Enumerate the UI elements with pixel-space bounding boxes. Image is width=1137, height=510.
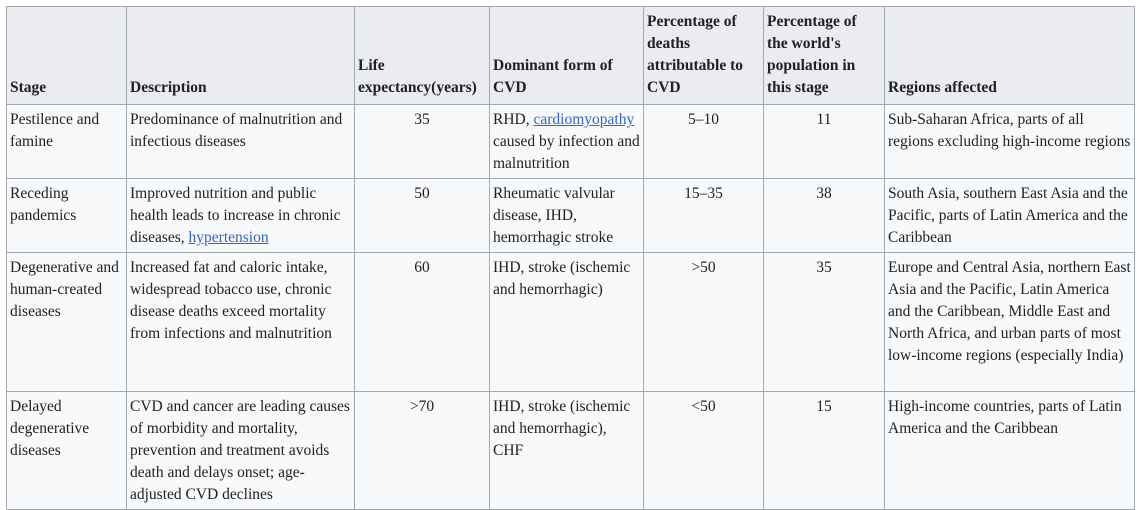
table-row: Pestilence and famine Predominance of ma… [6, 104, 1135, 179]
cell-pct-deaths: <50 [643, 391, 764, 510]
cell-life-expectancy: >70 [354, 391, 490, 510]
header-stage: Stage [6, 6, 127, 105]
cell-life-expectancy: 35 [354, 104, 490, 179]
cell-dominant-form: IHD, stroke (ischemic and hemorrhagic), … [489, 391, 644, 510]
hypertension-link[interactable]: hypertension [188, 229, 269, 246]
cell-pct-deaths: 15–35 [643, 178, 764, 253]
cvd-stages-table: Stage Description Life expectancy(years)… [6, 6, 1135, 510]
header-pct-population: Percentage of the world's population in … [763, 6, 885, 105]
cell-pct-population: 38 [763, 178, 885, 253]
table-row: Receding pandemics Improved nutrition an… [6, 178, 1135, 253]
cell-description: Improved nutrition and public health lea… [126, 178, 355, 253]
cell-dominant-form: IHD, stroke (ischemic and hemorrhagic) [489, 252, 644, 392]
cvd-text: caused by infection and malnutrition [493, 133, 640, 172]
cell-life-expectancy: 60 [354, 252, 490, 392]
cell-description: CVD and cancer are leading causes of mor… [126, 391, 355, 510]
cvd-text: RHD, [493, 111, 534, 128]
cell-dominant-form: Rheumatic valvular disease, IHD, hemorrh… [489, 178, 644, 253]
cell-regions: South Asia, southern East Asia and the P… [884, 178, 1135, 253]
cell-pct-population: 15 [763, 391, 885, 510]
cell-description: Increased fat and caloric intake, widesp… [126, 252, 355, 392]
cell-pct-population: 11 [763, 104, 885, 179]
header-row: Stage Description Life expectancy(years)… [6, 6, 1135, 105]
header-pct-deaths: Percentage of deaths attributable to CVD [643, 6, 764, 105]
table-row: Degenerative and human-created diseases … [6, 252, 1135, 392]
cell-regions: Europe and Central Asia, northern East A… [884, 252, 1135, 392]
cell-pct-deaths: >50 [643, 252, 764, 392]
description-text: Improved nutrition and public health lea… [130, 185, 341, 246]
table-row: Delayed degenerative diseases CVD and ca… [6, 391, 1135, 510]
cell-stage: Degenerative and human-created diseases [6, 252, 127, 392]
cell-stage: Receding pandemics [6, 178, 127, 253]
cardiomyopathy-link[interactable]: cardiomyopathy [533, 111, 635, 128]
header-description: Description [126, 6, 355, 105]
cell-description: Predominance of malnutrition and infecti… [126, 104, 355, 179]
cell-pct-population: 35 [763, 252, 885, 392]
cell-regions: High-income countries, parts of Latin Am… [884, 391, 1135, 510]
header-regions: Regions affected [884, 6, 1135, 105]
cell-life-expectancy: 50 [354, 178, 490, 253]
header-life-expectancy: Life expectancy(years) [354, 6, 490, 105]
cell-dominant-form: RHD, cardiomyopathy caused by infection … [489, 104, 644, 179]
header-dominant-form: Dominant form of CVD [489, 6, 644, 105]
cell-regions: Sub-Saharan Africa, parts of all regions… [884, 104, 1135, 179]
cell-stage: Pestilence and famine [6, 104, 127, 179]
cell-stage: Delayed degenerative diseases [6, 391, 127, 510]
cell-pct-deaths: 5–10 [643, 104, 764, 179]
